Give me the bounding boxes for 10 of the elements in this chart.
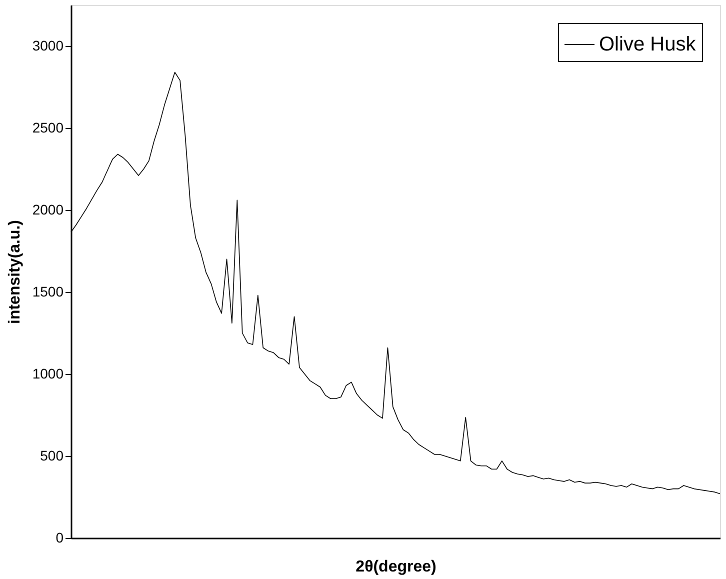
y-axis-title: intensity(a.u.) <box>6 220 24 324</box>
y-tick-label: 2000 <box>32 202 64 218</box>
y-tick-label: 1000 <box>32 366 64 382</box>
y-tick-label: 2500 <box>32 120 64 136</box>
y-tick-label: 3000 <box>32 38 64 54</box>
y-tick-label: 1500 <box>32 284 64 300</box>
x-axis-title: 2θ(degree) <box>356 558 436 576</box>
y-tick-label: 0 <box>56 530 64 546</box>
y-tick-label: 500 <box>40 448 64 464</box>
legend-label: Olive Husk <box>599 34 697 56</box>
